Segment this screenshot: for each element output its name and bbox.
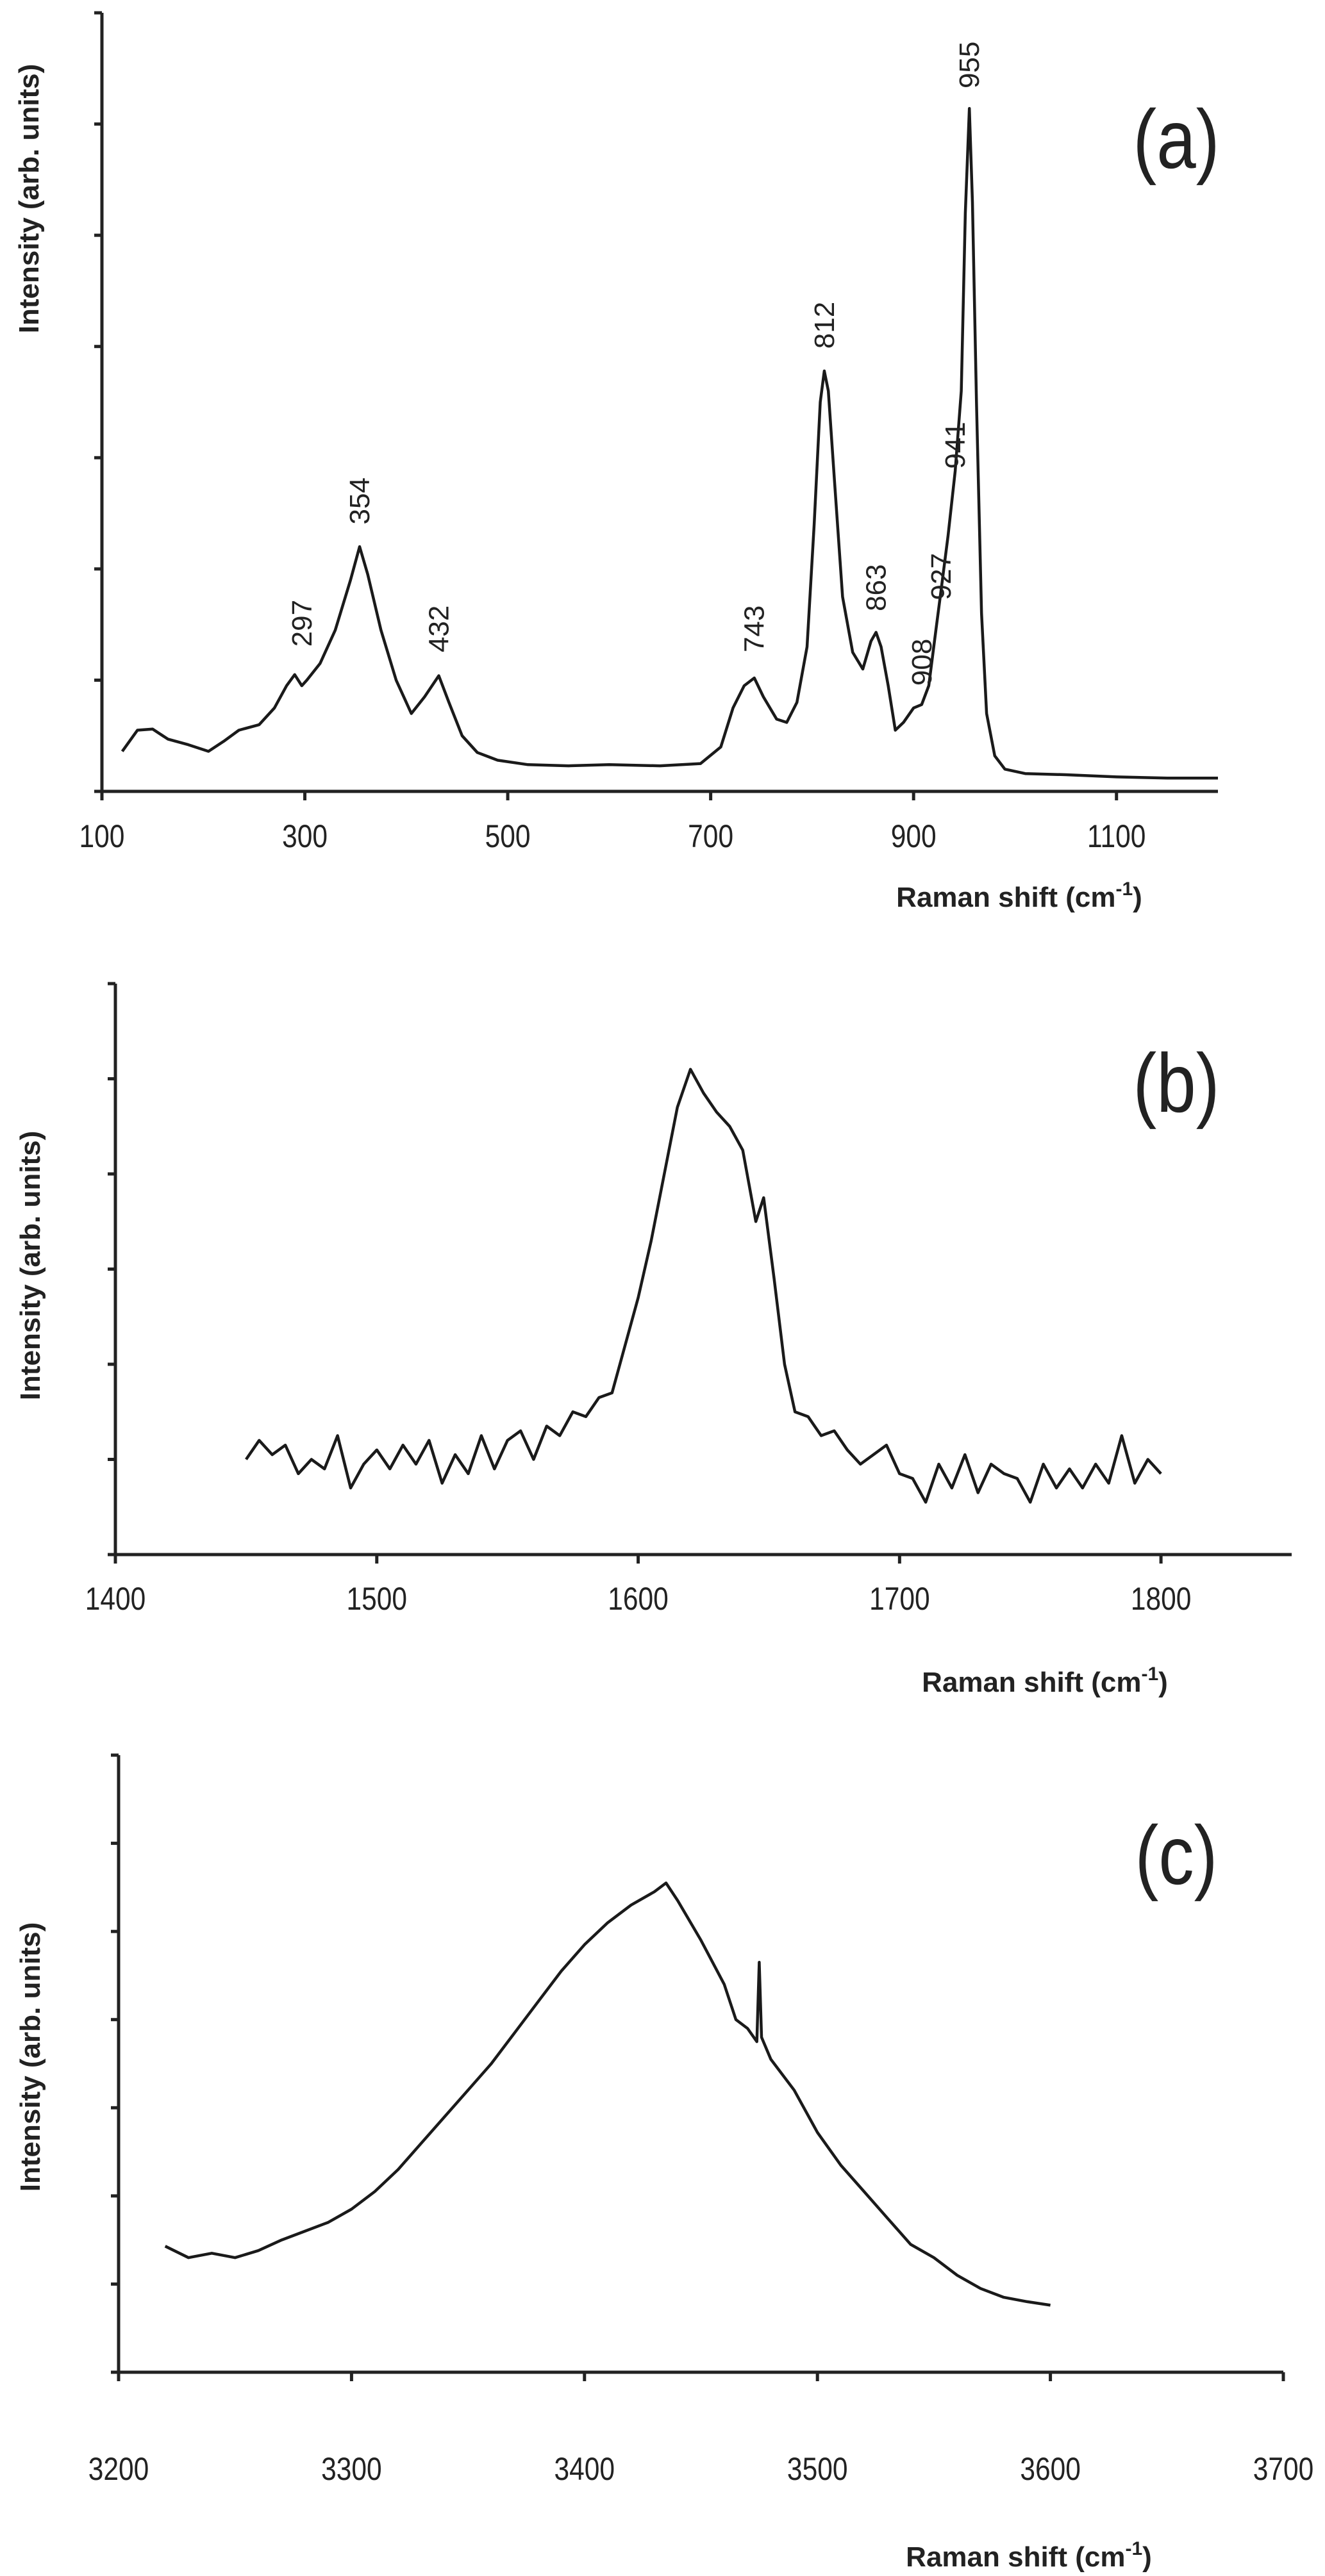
- peak-label: 955: [954, 42, 985, 88]
- peak-label: 743: [739, 606, 771, 652]
- x-axis-title-end: ): [1158, 1667, 1168, 1698]
- spectrum-line: [121, 107, 1218, 780]
- x-tick-label: 3200: [88, 2451, 149, 2487]
- spectrum-line: [164, 1881, 1051, 2307]
- x-tick-label: 1400: [85, 1581, 146, 1617]
- peak-label: 432: [423, 606, 454, 652]
- x-axis-title-main: Raman shift (cm: [896, 882, 1115, 913]
- x-axis-title-superscript: -1: [1115, 879, 1133, 900]
- chart-panel-c: 3200 3300 3400 3500 3600 3700 (c) Intensity (ar…: [15, 1753, 1314, 2573]
- x-axis-title-superscript: -1: [1125, 2538, 1142, 2559]
- x-tick-label: 300: [282, 818, 328, 854]
- x-tick-label: 1500: [347, 1581, 408, 1617]
- panel-label: (b): [1133, 1037, 1219, 1130]
- x-axis-title-main: Raman shift (cm: [906, 2541, 1125, 2573]
- peak-label: 908: [906, 639, 938, 686]
- panel-label: (a): [1133, 93, 1219, 186]
- x-tick-label: 100: [79, 818, 125, 854]
- x-tick-label: 1600: [608, 1581, 669, 1617]
- peak-label: 941: [940, 422, 971, 468]
- x-tick-label: 3400: [554, 2451, 615, 2487]
- x-tick-label: 500: [485, 818, 531, 854]
- x-axis-title-end: ): [1133, 882, 1142, 913]
- x-axis-title: Raman shift (cm-1): [906, 2538, 1152, 2573]
- chart-panel-b: 1400 1500 1600 1700 1800 (b) Intensity (arb. u…: [15, 982, 1292, 1698]
- x-tick-label: 3500: [787, 2451, 848, 2487]
- peak-label: 297: [287, 600, 318, 647]
- x-tick-label: 3300: [321, 2451, 382, 2487]
- x-tick-label: 3700: [1253, 2451, 1314, 2487]
- x-tick-label: 900: [891, 818, 937, 854]
- x-tick-label: 1800: [1131, 1581, 1192, 1617]
- panel-label: (c): [1135, 1809, 1218, 1902]
- chart-panel-a: 100 300 500 700 900 1100 297 354 432 743 812 863 908…: [13, 11, 1220, 913]
- y-axis-title: Intensity (arb. units): [15, 1131, 46, 1400]
- x-axis-title-superscript: -1: [1141, 1664, 1158, 1685]
- x-tick-label: 3600: [1020, 2451, 1081, 2487]
- peak-label: 354: [344, 477, 376, 524]
- x-tick-label: 1700: [869, 1581, 930, 1617]
- peak-label: 863: [861, 564, 892, 611]
- peak-label: 812: [809, 302, 840, 349]
- y-axis-title: Intensity (arb. units): [15, 1922, 46, 2192]
- x-axis-title: Raman shift (cm-1): [896, 879, 1142, 913]
- x-tick-label: 700: [688, 818, 733, 854]
- x-axis-title-end: ): [1142, 2541, 1152, 2573]
- x-axis-title: Raman shift (cm-1): [922, 1664, 1168, 1698]
- peak-label: 927: [926, 553, 957, 600]
- x-tick-label: 1100: [1087, 818, 1146, 854]
- spectrum-line: [245, 1068, 1162, 1504]
- x-axis-title-main: Raman shift (cm: [922, 1667, 1141, 1698]
- y-axis-title: Intensity (arb. units): [13, 64, 45, 333]
